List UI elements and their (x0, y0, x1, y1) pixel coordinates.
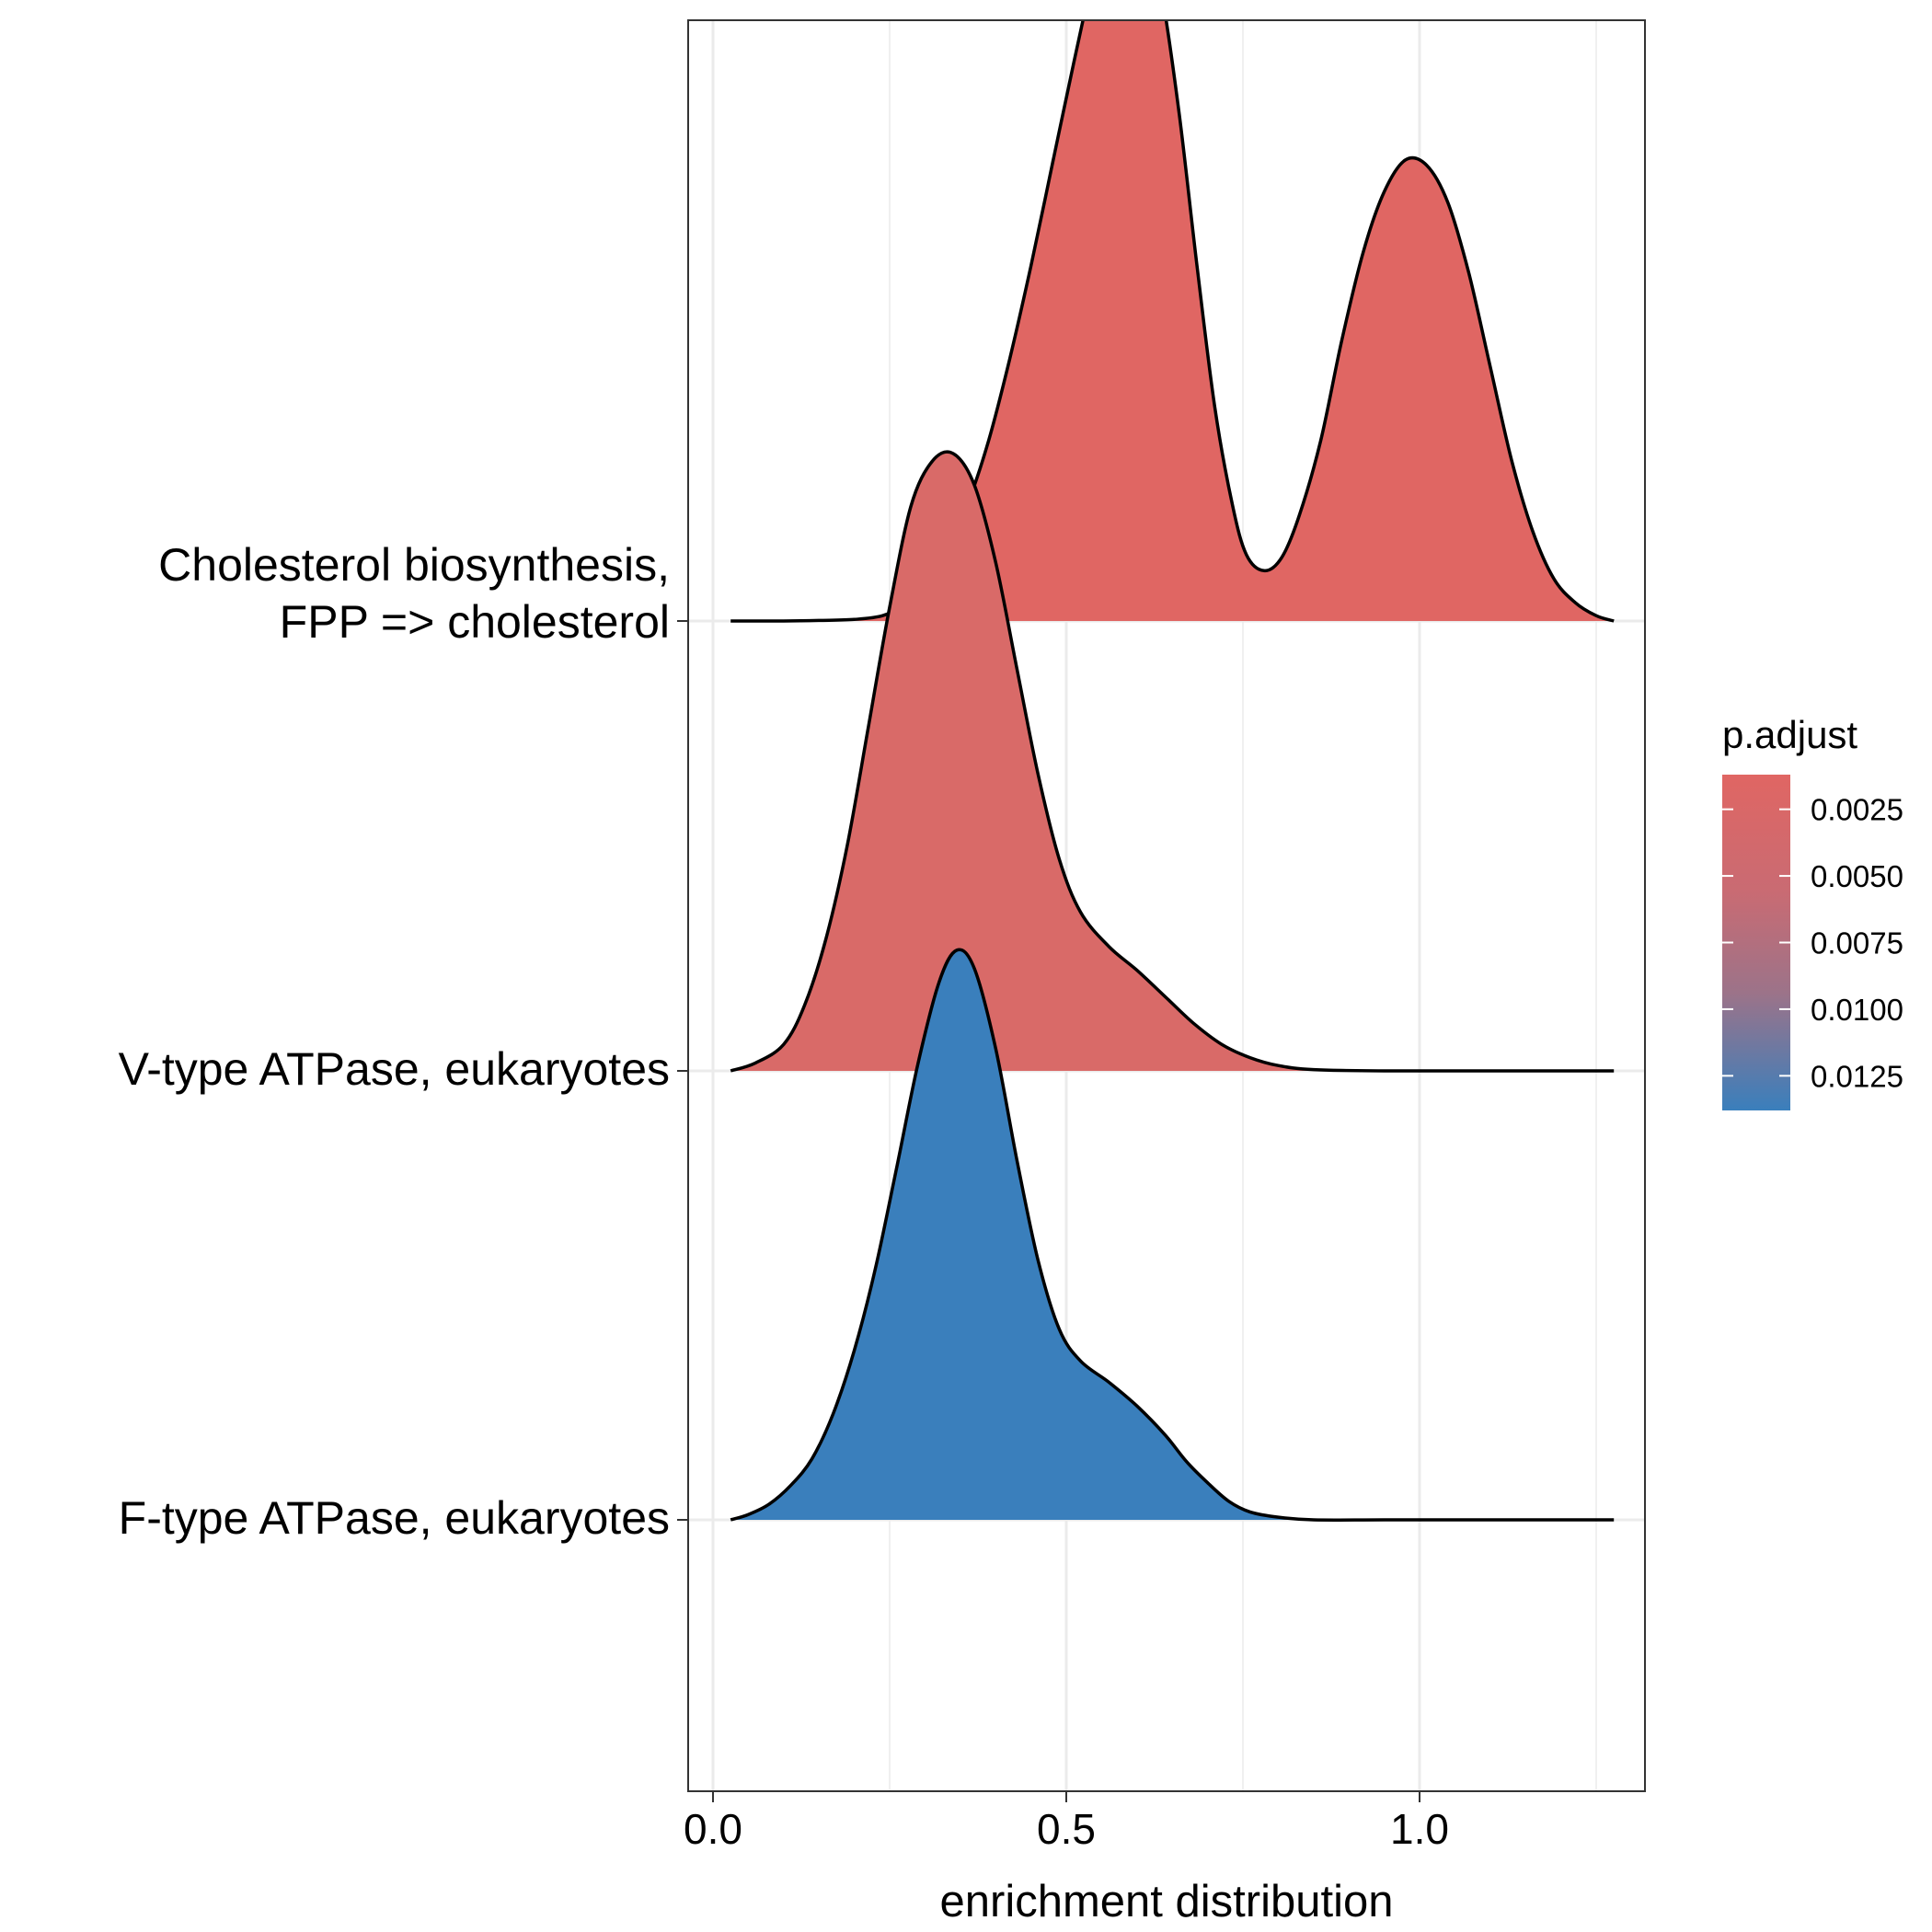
x-axis-title: enrichment distribution (940, 1877, 1394, 1926)
x-axis: 0.0 0.5 1.0 (684, 1791, 1449, 1853)
legend-tick-label: 0.0100 (1811, 993, 1903, 1027)
y-tick-label: V-type ATPase, eukaryotes (119, 1043, 670, 1095)
ridge-1 (730, 948, 1615, 1522)
x-tick-label: 0.0 (684, 1805, 742, 1853)
ridge-fill (730, 20, 1615, 622)
y-axis: F-type ATPase, eukaryotes V-type ATPase, … (119, 539, 688, 1544)
y-tick-label: FPP => cholesterol (280, 596, 670, 648)
ridge-2 (730, 450, 1615, 1073)
legend-tick-label: 0.0025 (1811, 793, 1903, 827)
legend-colorbar (1722, 775, 1790, 1110)
y-tick-label: F-type ATPase, eukaryotes (119, 1492, 670, 1544)
ridge-fill (730, 452, 1615, 1072)
ridge-fill (730, 949, 1615, 1521)
ridge-outline (730, 948, 1615, 1522)
legend-tick-label: 0.0125 (1811, 1059, 1903, 1093)
x-tick-label: 1.0 (1390, 1805, 1449, 1853)
y-tick-label: Cholesterol biosynthesis, (158, 539, 670, 591)
legend-title: p.adjust (1722, 713, 1857, 756)
legend-tick-label: 0.0075 (1811, 926, 1903, 960)
panel-border (687, 19, 1646, 1792)
legend-tick-label: 0.0050 (1811, 859, 1903, 893)
density-ridges (730, 20, 1615, 1522)
color-legend: p.adjust 0.0025 0.0050 0.0075 0.0100 0.0125 (1722, 713, 1903, 1110)
x-tick-label: 0.5 (1037, 1805, 1096, 1853)
ridge-outline (730, 450, 1615, 1073)
